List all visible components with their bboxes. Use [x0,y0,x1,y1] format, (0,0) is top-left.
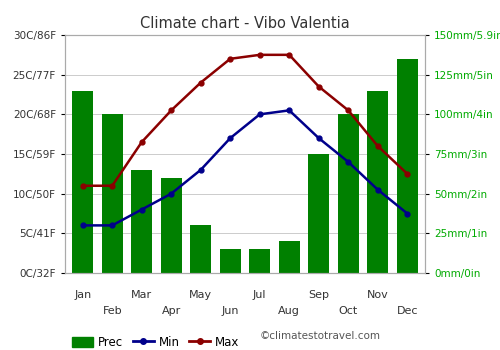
Text: ©climatestotravel.com: ©climatestotravel.com [260,331,381,341]
Bar [72,91,93,273]
Text: Aug: Aug [278,306,300,316]
Text: Nov: Nov [367,290,388,300]
Bar [102,114,122,273]
Text: Dec: Dec [396,306,418,316]
Text: Mar: Mar [131,290,152,300]
Text: Apr: Apr [162,306,181,316]
Text: Jul: Jul [253,290,266,300]
Bar [250,249,270,273]
Legend: Prec, Min, Max: Prec, Min, Max [68,331,244,350]
Title: Climate chart - Vibo Valentia: Climate chart - Vibo Valentia [140,16,350,31]
Bar [397,59,417,273]
Bar [161,178,182,273]
Text: Oct: Oct [338,306,358,316]
Bar [190,225,211,273]
Text: Jun: Jun [222,306,239,316]
Text: May: May [189,290,212,300]
Bar [308,154,329,273]
Bar [132,170,152,273]
Text: Jan: Jan [74,290,92,300]
Bar [338,114,358,273]
Bar [279,241,299,273]
Text: Feb: Feb [102,306,122,316]
Text: Sep: Sep [308,290,330,300]
Bar [368,91,388,273]
Bar [220,249,240,273]
